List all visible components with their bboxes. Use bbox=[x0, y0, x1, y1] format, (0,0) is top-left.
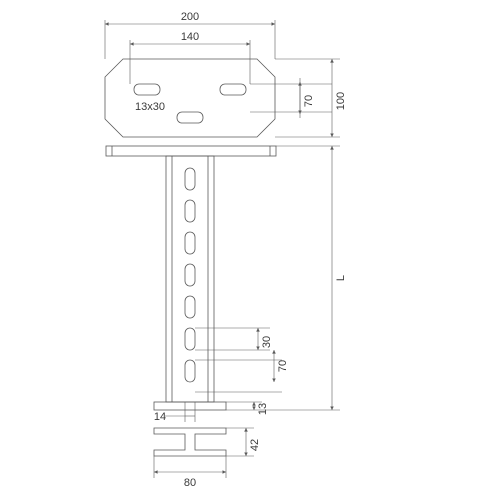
svg-text:140: 140 bbox=[181, 31, 199, 43]
svg-text:80: 80 bbox=[184, 477, 196, 489]
head-plate bbox=[106, 146, 276, 156]
svg-text:100: 100 bbox=[335, 92, 347, 110]
plate-slot bbox=[220, 84, 246, 95]
svg-text:13: 13 bbox=[257, 403, 269, 415]
mounting-plate-top-view bbox=[105, 59, 275, 137]
base-plate bbox=[154, 402, 226, 410]
svg-text:L: L bbox=[335, 275, 347, 281]
column-slot bbox=[185, 360, 195, 382]
plate-slot bbox=[134, 84, 160, 95]
svg-text:14: 14 bbox=[154, 411, 166, 423]
column-slot bbox=[185, 232, 195, 254]
column-slot bbox=[185, 328, 195, 350]
svg-text:42: 42 bbox=[249, 439, 261, 451]
svg-text:70: 70 bbox=[277, 360, 289, 372]
column-slot bbox=[185, 200, 195, 222]
plate-slot bbox=[177, 112, 203, 123]
svg-text:30: 30 bbox=[261, 336, 273, 348]
svg-text:200: 200 bbox=[181, 11, 199, 23]
svg-text:13x30: 13x30 bbox=[135, 101, 165, 113]
column-slot bbox=[185, 296, 195, 318]
column-slot bbox=[185, 264, 195, 286]
svg-text:70: 70 bbox=[303, 95, 315, 107]
column-slot bbox=[185, 168, 195, 190]
i-section bbox=[154, 428, 226, 456]
